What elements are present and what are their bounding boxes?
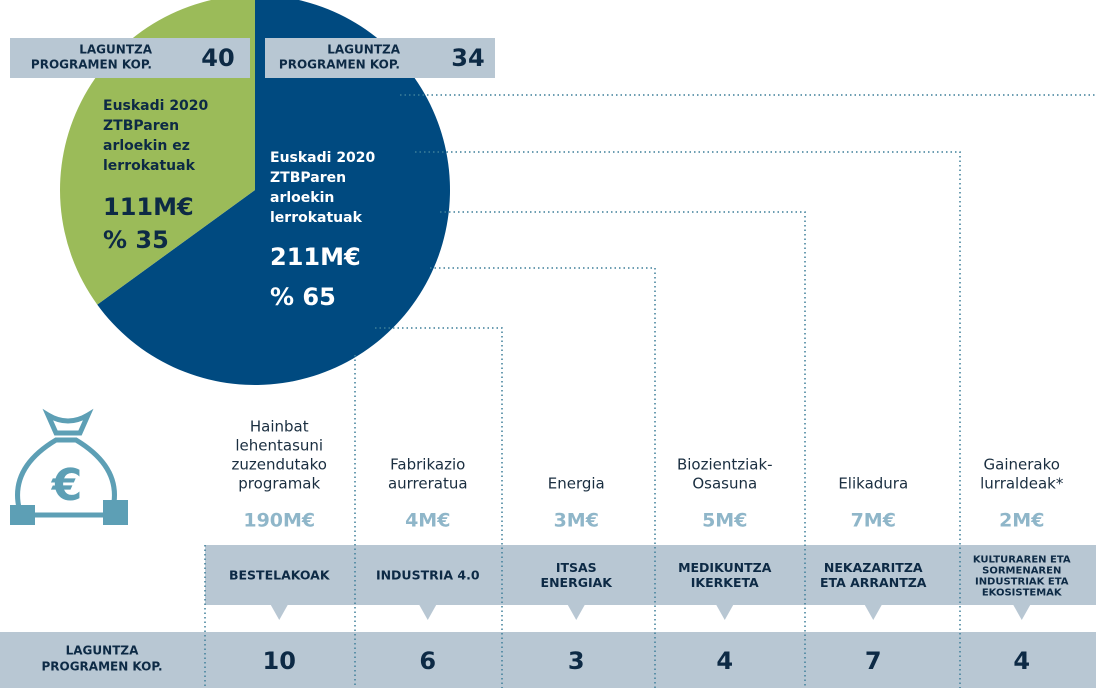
money-bag-icon: € xyxy=(10,408,128,525)
category-band xyxy=(205,545,1096,605)
pointer xyxy=(567,604,586,620)
programs-count: 34 xyxy=(451,44,484,72)
area-amount: 7M€ xyxy=(851,510,896,532)
programs-band xyxy=(0,632,1096,688)
area-category: ENERGIAK xyxy=(541,575,614,590)
area-name: Fabrikazio xyxy=(390,456,465,474)
area-category: ITSAS xyxy=(556,560,597,575)
programs-count: 40 xyxy=(201,44,234,72)
slice-name: lerrokatuak xyxy=(103,158,196,174)
area-name: lehentasuni xyxy=(235,437,323,455)
area-name: aurreratua xyxy=(388,475,468,493)
area-programs: 3 xyxy=(568,647,585,675)
slice-name: Euskadi 2020 xyxy=(103,98,209,114)
area-programs: 7 xyxy=(865,647,882,675)
area-name: Energia xyxy=(548,475,605,493)
area-programs: 4 xyxy=(1013,647,1030,675)
area-category: KULTURAREN ETA xyxy=(973,555,1071,566)
area-name: Hainbat xyxy=(250,418,309,436)
slice-percent: % 35 xyxy=(103,226,169,254)
area-category: MEDIKUNTZA xyxy=(678,560,772,575)
area-name: Elikadura xyxy=(838,475,908,493)
programs-box xyxy=(265,38,495,78)
area-name: Biozientziak- xyxy=(677,456,773,474)
area-name: Osasuna xyxy=(692,475,757,493)
area-programs: 6 xyxy=(419,647,436,675)
pointer xyxy=(715,604,734,620)
area-amount: 2M€ xyxy=(999,510,1044,532)
pointer xyxy=(1012,604,1031,620)
slice-percent: % 65 xyxy=(270,283,336,311)
programs-label: LAGUNTZA xyxy=(327,43,400,57)
slice-name: lerrokatuak xyxy=(270,210,363,226)
row-label: LAGUNTZA xyxy=(66,644,139,658)
row-label: PROGRAMEN KOP. xyxy=(41,660,162,674)
area-category: IKERKETA xyxy=(691,575,759,590)
area-name: Gainerako xyxy=(984,456,1060,474)
area-amount: 3M€ xyxy=(554,510,599,532)
area-programs: 4 xyxy=(716,647,733,675)
programs-label: LAGUNTZA xyxy=(79,43,152,57)
area-category: INDUSTRIAK ETA xyxy=(975,577,1069,588)
area-amount: 190M€ xyxy=(243,510,315,532)
slice-name: arloekin xyxy=(270,190,334,206)
svg-text:€: € xyxy=(51,460,83,511)
area-name: programak xyxy=(238,475,320,493)
programs-label: PROGRAMEN KOP. xyxy=(279,58,400,72)
area-amount: 4M€ xyxy=(405,510,450,532)
pie-slice xyxy=(97,0,450,385)
connectors xyxy=(204,94,1096,688)
area-category: SORMENAREN xyxy=(982,566,1061,577)
pointer xyxy=(418,604,437,620)
pointer xyxy=(270,604,289,620)
area-amount: 5M€ xyxy=(702,510,747,532)
slice-name: arloekin ez xyxy=(103,138,190,154)
area-programs: 10 xyxy=(263,647,296,675)
area-name: zuzendutako xyxy=(232,456,327,474)
slice-amount: 111M€ xyxy=(103,193,194,221)
slice-name: ZTBParen xyxy=(103,118,179,134)
slice-amount: 211M€ xyxy=(270,243,361,271)
area-category: INDUSTRIA 4.0 xyxy=(376,568,480,583)
area-category: ETA ARRANTZA xyxy=(820,575,927,590)
slice-name: ZTBParen xyxy=(270,170,346,186)
programs-label: PROGRAMEN KOP. xyxy=(31,58,152,72)
area-category: BESTELAKOAK xyxy=(229,568,331,583)
pointer xyxy=(864,604,883,620)
programs-box xyxy=(10,38,250,78)
area-category: NEKAZARITZA xyxy=(824,560,923,575)
slice-name: Euskadi 2020 xyxy=(270,150,376,166)
area-name: lurraldeak* xyxy=(980,475,1064,493)
area-category: EKOSISTEMAK xyxy=(982,588,1063,599)
